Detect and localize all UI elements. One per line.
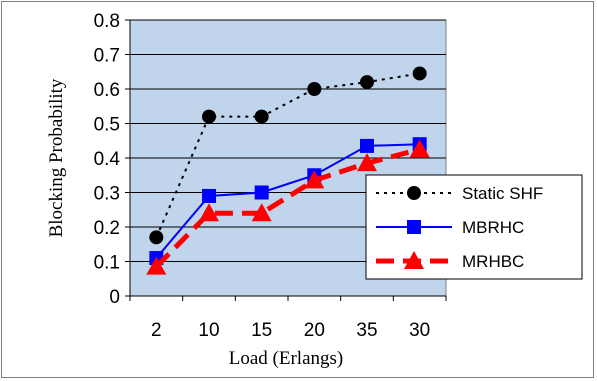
data-point [360, 75, 374, 90]
legend-label: Static SHF [462, 184, 543, 203]
data-point [146, 256, 167, 275]
y-tick-label: 0.1 [94, 253, 120, 274]
y-tick-label: 0.5 [94, 115, 120, 136]
data-point [202, 188, 216, 203]
y-tick-label: 0.7 [94, 46, 120, 67]
x-tick-label: 10 [198, 320, 219, 341]
y-tick-label: 0.3 [94, 184, 120, 205]
data-point [251, 203, 272, 222]
data-point [307, 82, 322, 96]
data-point [357, 153, 377, 172]
series-mrhbc [146, 139, 430, 275]
y-tick-label: 0.2 [94, 218, 120, 239]
y-axis-title: Blocking Probability [46, 78, 67, 237]
x-axis-title: Load (Erlangs) [229, 348, 343, 369]
series-static-shf [149, 66, 427, 245]
x-tick-label: 15 [251, 320, 272, 341]
data-point [304, 170, 325, 189]
series-line [155, 143, 420, 259]
x-tick-label: 2 [151, 320, 162, 341]
x-tick-label: 20 [304, 320, 325, 341]
data-point [199, 203, 219, 222]
legend-marker [407, 186, 421, 200]
data-point [409, 139, 430, 158]
data-point [149, 230, 164, 245]
legend-marker [407, 220, 421, 234]
y-tick-label: 0.4 [94, 149, 121, 170]
legend-marker [404, 251, 424, 269]
y-tick-label: 0.6 [94, 80, 120, 101]
data-point [360, 138, 374, 153]
data-point [254, 185, 269, 200]
y-tick-label: 0 [109, 287, 120, 308]
y-tick-label: 0.8 [94, 11, 120, 32]
data-point [254, 109, 269, 124]
legend-label: MRHBC [462, 252, 524, 271]
legend-label: MBRHC [462, 218, 524, 237]
x-tick-label: 30 [409, 320, 430, 341]
series-line [154, 146, 421, 269]
data-point [202, 109, 216, 124]
x-tick-label: 35 [356, 320, 377, 341]
series-line [155, 72, 420, 238]
data-point [412, 66, 427, 81]
